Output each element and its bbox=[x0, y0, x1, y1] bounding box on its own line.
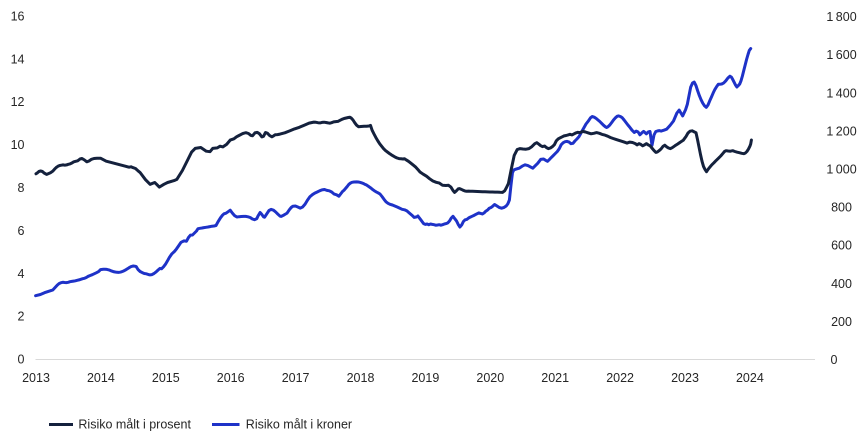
svg-text:14: 14 bbox=[11, 52, 25, 66]
svg-text:600: 600 bbox=[831, 239, 852, 253]
svg-text:1 600: 1 600 bbox=[826, 48, 856, 62]
svg-text:10: 10 bbox=[11, 138, 25, 152]
svg-text:2024: 2024 bbox=[736, 371, 764, 385]
svg-text:800: 800 bbox=[831, 201, 852, 215]
svg-text:2013: 2013 bbox=[22, 371, 50, 385]
svg-text:2019: 2019 bbox=[411, 371, 439, 385]
svg-text:Risiko målt i prosent: Risiko målt i prosent bbox=[78, 418, 191, 432]
svg-text:2: 2 bbox=[18, 310, 25, 324]
svg-text:2021: 2021 bbox=[541, 371, 569, 385]
svg-text:16: 16 bbox=[11, 9, 25, 23]
svg-text:1 000: 1 000 bbox=[826, 163, 856, 177]
svg-text:200: 200 bbox=[831, 315, 852, 329]
svg-text:0: 0 bbox=[18, 353, 25, 367]
svg-text:1 200: 1 200 bbox=[826, 124, 856, 138]
svg-text:2017: 2017 bbox=[282, 371, 310, 385]
svg-text:2015: 2015 bbox=[152, 371, 180, 385]
svg-text:2023: 2023 bbox=[671, 371, 699, 385]
svg-text:Risiko målt i kroner: Risiko målt i kroner bbox=[246, 418, 352, 432]
svg-text:1 400: 1 400 bbox=[826, 86, 856, 100]
svg-text:2018: 2018 bbox=[347, 371, 375, 385]
svg-text:2016: 2016 bbox=[217, 371, 245, 385]
svg-text:1 800: 1 800 bbox=[826, 10, 856, 24]
svg-text:8: 8 bbox=[18, 181, 25, 195]
svg-text:400: 400 bbox=[831, 277, 852, 291]
svg-text:0: 0 bbox=[831, 353, 838, 367]
svg-text:4: 4 bbox=[18, 267, 25, 281]
svg-text:12: 12 bbox=[11, 95, 25, 109]
svg-text:6: 6 bbox=[18, 224, 25, 238]
svg-text:2020: 2020 bbox=[476, 371, 504, 385]
svg-text:2014: 2014 bbox=[87, 371, 115, 385]
svg-text:2022: 2022 bbox=[606, 371, 634, 385]
